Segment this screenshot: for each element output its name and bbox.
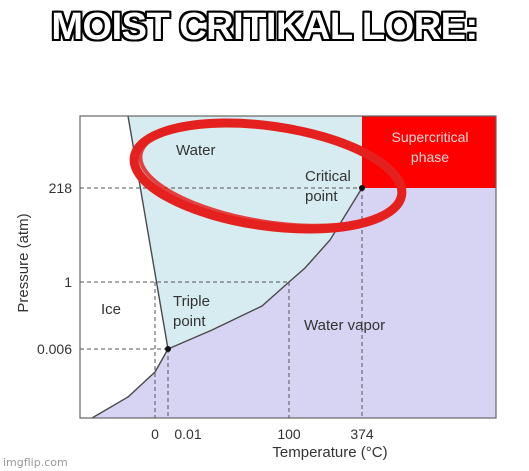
label-water: Water <box>176 142 215 159</box>
label-critical-2: point <box>305 188 338 205</box>
x-tick-001: 0.01 <box>174 426 201 442</box>
label-supercritical-2: phase <box>411 149 449 165</box>
triple-point-dot <box>165 346 171 352</box>
region-vapor <box>92 188 496 418</box>
label-critical-1: Critical <box>305 168 351 185</box>
sublimation-curve <box>91 348 169 419</box>
x-tick-374: 374 <box>350 426 374 442</box>
label-water-vapor: Water vapor <box>304 317 385 334</box>
x-tick-0: 0 <box>151 426 159 442</box>
critical-point-dot <box>359 185 365 191</box>
y-tick-1: 1 <box>64 274 72 290</box>
y-tick-218: 218 <box>49 180 73 196</box>
label-triple-2: point <box>173 313 206 330</box>
region-water <box>128 116 362 349</box>
red-circle-annotation <box>129 118 407 234</box>
y-axis-title: Pressure (atm) <box>15 213 32 312</box>
label-ice: Ice <box>101 301 121 318</box>
watermark: imgflip.com <box>3 456 68 469</box>
plot-frame <box>79 115 497 419</box>
region-supercritical <box>362 116 496 188</box>
y-tick-0006: 0.006 <box>37 341 72 357</box>
x-tick-100: 100 <box>277 426 301 442</box>
meme-caption: MOIST CRITIKAL LORE: <box>51 6 478 48</box>
label-supercritical-1: Supercritical <box>391 129 468 145</box>
x-axis-title: Temperature (°C) <box>272 444 387 461</box>
label-triple-1: Triple <box>173 293 210 310</box>
